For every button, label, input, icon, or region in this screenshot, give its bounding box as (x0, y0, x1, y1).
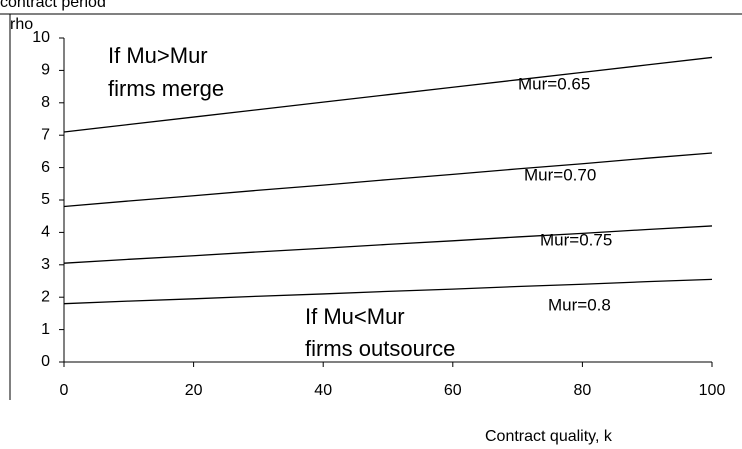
annotation: If Mu>Mur (108, 43, 208, 68)
series-line (63, 278, 713, 305)
y-axis-label: rho (10, 16, 33, 33)
x-tick-label: 60 (444, 382, 462, 399)
series-label: Mur=0.8 (548, 295, 611, 314)
x-tick-label: 80 (574, 382, 592, 399)
y-tick-label: 9 (41, 62, 50, 79)
x-axis-label: Contract quality, k (485, 428, 613, 445)
annotation: firms merge (108, 76, 224, 101)
y-tick-label: 6 (41, 159, 50, 176)
x-tick-label: 0 (60, 382, 69, 399)
y-tick-label: 5 (41, 191, 50, 208)
y-tick-label: 1 (41, 321, 50, 338)
annotation: firms outsource (305, 336, 455, 361)
annotation: If Mu<Mur (305, 304, 405, 329)
y-tick-label: 0 (41, 353, 50, 370)
y-tick-label: 10 (32, 29, 50, 46)
y-tick-label: 7 (41, 126, 50, 143)
y-tick-label: 8 (41, 94, 50, 111)
x-tick-label: 100 (699, 382, 726, 399)
series-label: Mur=0.70 (524, 165, 596, 184)
series-label: Mur=0.65 (518, 74, 590, 93)
y-tick-label: 3 (41, 256, 50, 273)
series-label: Mur=0.75 (540, 230, 612, 249)
series-line (63, 56, 713, 133)
y-tick-label: 4 (41, 224, 50, 241)
chart-title: contract period (0, 0, 106, 11)
series-line (63, 225, 713, 264)
y-tick-label: 2 (41, 288, 50, 305)
x-tick-label: 20 (185, 382, 203, 399)
series-line (63, 152, 713, 208)
x-tick-label: 40 (314, 382, 332, 399)
